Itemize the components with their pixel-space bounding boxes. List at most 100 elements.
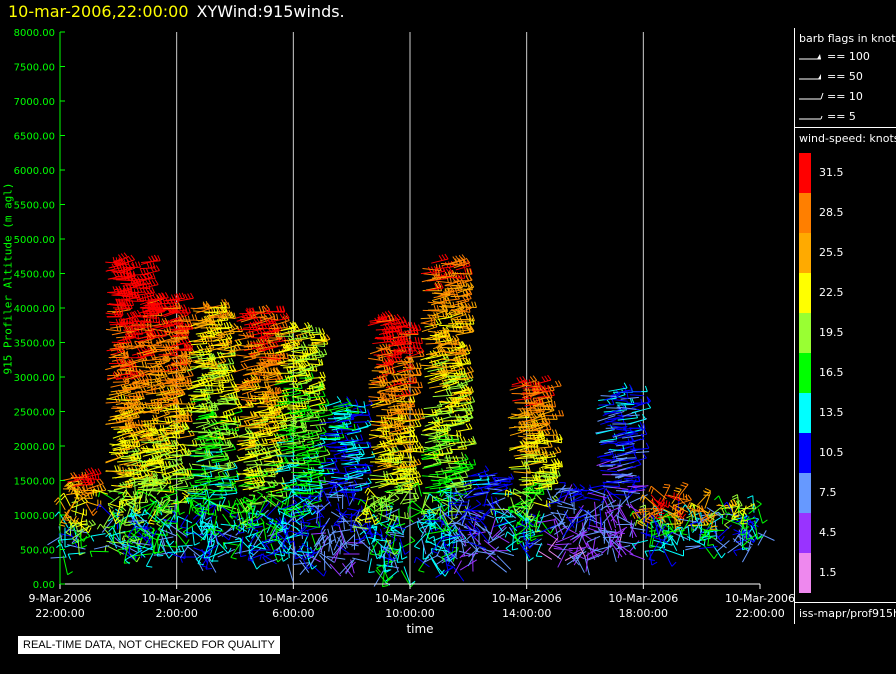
barb-flag bbox=[246, 392, 250, 399]
barb-flag bbox=[174, 548, 179, 555]
wind-barb bbox=[122, 261, 141, 269]
barb-shaft bbox=[72, 524, 79, 544]
barb-shaft bbox=[220, 523, 236, 527]
barb-shaft bbox=[125, 285, 141, 290]
barb-flag bbox=[146, 436, 152, 442]
barb-flag bbox=[121, 500, 126, 507]
barb-flag bbox=[54, 511, 60, 517]
wind-barb bbox=[107, 487, 128, 494]
barb-flag bbox=[135, 491, 139, 498]
barb-flag bbox=[117, 549, 122, 556]
barb-shaft bbox=[187, 448, 202, 453]
barb-shaft bbox=[123, 460, 141, 462]
barb-shaft bbox=[118, 292, 136, 296]
barb-shaft bbox=[245, 506, 249, 526]
barb-flag bbox=[159, 497, 164, 504]
barb-flag bbox=[115, 285, 119, 292]
barb-flag bbox=[171, 439, 174, 446]
barb-flag bbox=[115, 257, 119, 264]
barb-shaft bbox=[130, 374, 146, 380]
barb-flag bbox=[257, 382, 261, 389]
barb-flag bbox=[126, 258, 130, 265]
barb-flag bbox=[233, 323, 239, 329]
barb-flag bbox=[128, 368, 133, 375]
wind-barb bbox=[64, 502, 75, 522]
wind-barb bbox=[137, 545, 154, 552]
barb-flag bbox=[256, 564, 262, 570]
barb-shaft bbox=[59, 533, 74, 538]
barb-shaft bbox=[139, 403, 156, 407]
wind-barb bbox=[123, 506, 132, 526]
barb-flag bbox=[139, 370, 142, 377]
barb-flag bbox=[264, 437, 268, 444]
wind-barb bbox=[156, 511, 172, 528]
barb-shaft bbox=[169, 424, 187, 428]
barb-shaft bbox=[147, 501, 158, 519]
barb-flag bbox=[128, 439, 132, 446]
barb-flag bbox=[248, 323, 252, 330]
barb-shaft bbox=[112, 364, 128, 368]
barb-flag bbox=[258, 376, 262, 383]
barb-shaft bbox=[60, 543, 67, 558]
barb-flag bbox=[121, 506, 127, 512]
barb-flag bbox=[115, 519, 121, 525]
barb-shaft bbox=[177, 434, 195, 439]
barb-shaft bbox=[150, 309, 167, 311]
barb-flag bbox=[108, 525, 115, 528]
barb-flag bbox=[129, 285, 132, 292]
wind-barb bbox=[130, 376, 146, 385]
barb-shaft bbox=[161, 453, 178, 457]
barb-flag bbox=[266, 351, 270, 358]
barb-flag bbox=[178, 292, 183, 299]
wind-barb bbox=[138, 483, 146, 498]
barb-shaft bbox=[116, 500, 123, 516]
barb-flag bbox=[151, 279, 156, 286]
barb-shaft bbox=[209, 402, 228, 405]
barb-flag bbox=[128, 267, 132, 274]
wind-barb bbox=[105, 466, 125, 474]
barb-shaft bbox=[208, 378, 224, 380]
barb-shaft bbox=[73, 478, 90, 481]
barb-flag bbox=[142, 286, 146, 293]
barb-flag bbox=[150, 472, 154, 479]
barb-flag bbox=[271, 340, 276, 347]
barb-shaft bbox=[138, 294, 155, 300]
barb-shaft bbox=[136, 527, 152, 529]
barb-flag bbox=[230, 381, 234, 388]
barb-flag bbox=[75, 517, 79, 524]
barb-shaft bbox=[243, 464, 259, 472]
wind-barb bbox=[90, 533, 106, 542]
barb-flag bbox=[180, 304, 185, 311]
barb-flag bbox=[169, 540, 175, 546]
wind-barb bbox=[125, 391, 141, 398]
barb-flag bbox=[122, 466, 125, 473]
barb-flag bbox=[149, 427, 154, 434]
barb-flag bbox=[128, 317, 132, 324]
wind-barb bbox=[112, 511, 125, 525]
barb-flag bbox=[136, 351, 140, 359]
barb-flag bbox=[239, 325, 243, 332]
barb-shaft bbox=[109, 486, 127, 493]
wind-barb bbox=[142, 532, 160, 541]
barb-flag bbox=[190, 292, 194, 299]
barb-flag bbox=[149, 262, 153, 269]
barb-flag bbox=[141, 361, 145, 368]
wind-barb bbox=[132, 361, 148, 368]
barb-shaft bbox=[157, 516, 172, 530]
barb-flag bbox=[147, 282, 151, 289]
wind-barb bbox=[139, 262, 156, 270]
barb-flag bbox=[116, 324, 119, 331]
wind-barbs bbox=[47, 252, 775, 588]
wind-barb bbox=[160, 487, 178, 499]
barb-flag bbox=[131, 261, 135, 268]
barb-flag bbox=[90, 535, 95, 542]
barb-flag bbox=[138, 440, 141, 447]
barb-flag bbox=[247, 340, 250, 347]
barb-flag bbox=[141, 459, 144, 466]
barb-flag bbox=[67, 571, 73, 576]
barb-shaft bbox=[187, 430, 206, 433]
barb-flag bbox=[99, 478, 104, 484]
barb-flag bbox=[166, 366, 170, 373]
barb-flag bbox=[96, 479, 101, 485]
barb-flag bbox=[81, 520, 88, 523]
